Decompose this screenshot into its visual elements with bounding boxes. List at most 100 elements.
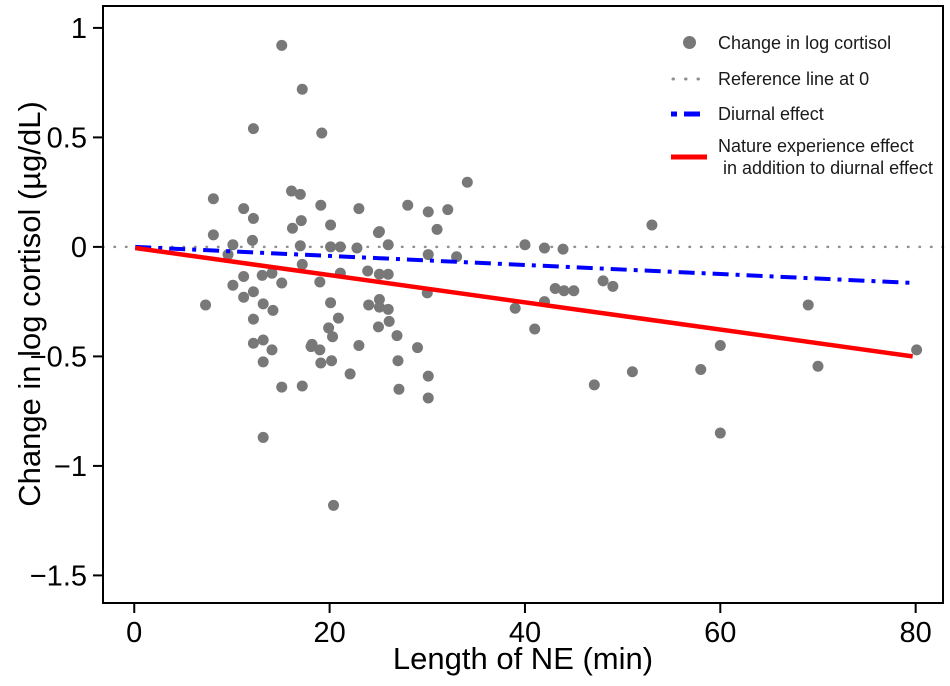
legend-label: Diurnal effect xyxy=(718,103,824,124)
data-point xyxy=(353,203,365,215)
legend-item-diurnal-effect: Diurnal effect xyxy=(660,96,945,131)
data-point xyxy=(391,330,403,342)
data-point xyxy=(382,239,394,251)
x-tick-label: 60 xyxy=(704,617,736,649)
data-point xyxy=(372,321,384,333)
y-tick-label: 1 xyxy=(71,13,87,45)
data-point xyxy=(646,219,658,231)
data-point xyxy=(529,323,541,335)
data-point xyxy=(247,337,259,349)
data-point xyxy=(422,392,434,404)
data-point xyxy=(247,212,259,224)
legend-item-reference-line: Reference line at 0 xyxy=(660,61,945,96)
data-point xyxy=(538,242,550,254)
x-tick-label: 80 xyxy=(900,617,932,649)
data-point xyxy=(328,499,340,511)
data-point xyxy=(247,313,259,325)
data-point xyxy=(294,240,306,252)
data-point xyxy=(276,277,288,289)
data-point xyxy=(276,39,288,51)
data-point xyxy=(315,357,327,369)
data-point xyxy=(812,360,824,372)
data-point xyxy=(266,267,278,279)
data-point xyxy=(332,312,344,324)
data-point xyxy=(227,279,239,291)
data-point xyxy=(257,431,269,443)
data-point xyxy=(315,199,327,211)
data-point xyxy=(200,299,212,311)
data-point xyxy=(316,127,328,139)
data-point xyxy=(695,364,707,376)
data-point xyxy=(362,265,374,277)
data-point xyxy=(286,222,298,234)
data-point xyxy=(422,370,434,382)
data-point xyxy=(442,204,454,216)
scatter-dot-icon xyxy=(660,36,718,49)
data-point xyxy=(295,215,307,227)
data-point xyxy=(305,341,317,353)
y-axis-title: Change in log cortisol (µg/dL) xyxy=(12,101,47,507)
data-point xyxy=(247,123,259,135)
data-point xyxy=(372,227,384,239)
data-point xyxy=(246,234,258,246)
data-point xyxy=(227,239,239,251)
data-point xyxy=(323,322,335,334)
data-point xyxy=(344,368,356,380)
x-tick-label: 20 xyxy=(313,617,345,649)
data-point xyxy=(296,380,308,392)
data-point xyxy=(247,286,259,298)
legend: Change in log cortisol Reference line at… xyxy=(660,24,945,183)
data-point xyxy=(325,241,337,253)
data-point xyxy=(238,203,250,215)
data-point xyxy=(286,185,298,197)
plot-border xyxy=(102,5,944,604)
nature-experience-effect-in-addition-to-diurnal-effect-line xyxy=(134,245,914,359)
data-point xyxy=(325,297,337,309)
data-point xyxy=(392,355,404,367)
data-point xyxy=(607,280,619,292)
data-point xyxy=(911,344,923,356)
data-point xyxy=(626,366,638,378)
data-point xyxy=(266,344,278,356)
data-point xyxy=(373,301,385,313)
data-point xyxy=(222,249,234,261)
data-point xyxy=(267,304,279,316)
data-point xyxy=(276,381,288,393)
dotted-line-icon xyxy=(660,76,718,82)
data-point xyxy=(373,293,385,305)
data-point xyxy=(382,303,394,315)
legend-label: Reference line at 0 xyxy=(718,68,870,89)
x-tick-label: 0 xyxy=(126,617,142,649)
y-tick-label: −0.5 xyxy=(30,341,87,373)
data-point xyxy=(296,258,308,270)
data-point xyxy=(373,268,385,280)
data-point xyxy=(568,285,580,297)
data-point xyxy=(257,334,269,346)
data-point xyxy=(382,268,394,280)
data-point xyxy=(431,223,443,235)
y-tick-label: −1 xyxy=(54,451,87,483)
data-point xyxy=(422,206,434,218)
data-point xyxy=(296,83,308,95)
data-point xyxy=(383,315,395,327)
data-point xyxy=(451,251,463,263)
legend-item-change-in-log-cortisol: Change in log cortisol xyxy=(660,24,945,61)
y-tick-label: 0 xyxy=(71,232,87,264)
data-point xyxy=(714,427,726,439)
data-point xyxy=(257,298,269,310)
data-point xyxy=(714,339,726,351)
data-point xyxy=(557,243,569,255)
legend-label: Nature experience effect in addition to … xyxy=(718,136,933,178)
data-point xyxy=(402,199,414,211)
x-tick-label: 40 xyxy=(509,617,541,649)
data-point xyxy=(327,331,339,343)
data-point xyxy=(238,291,250,303)
data-point xyxy=(363,299,375,311)
data-point xyxy=(207,193,219,205)
data-point xyxy=(422,249,434,261)
data-point xyxy=(238,270,250,282)
diurnal-effect-line xyxy=(135,244,915,286)
x-axis-title: Length of NE (min) xyxy=(392,641,654,676)
data-point xyxy=(257,356,269,368)
